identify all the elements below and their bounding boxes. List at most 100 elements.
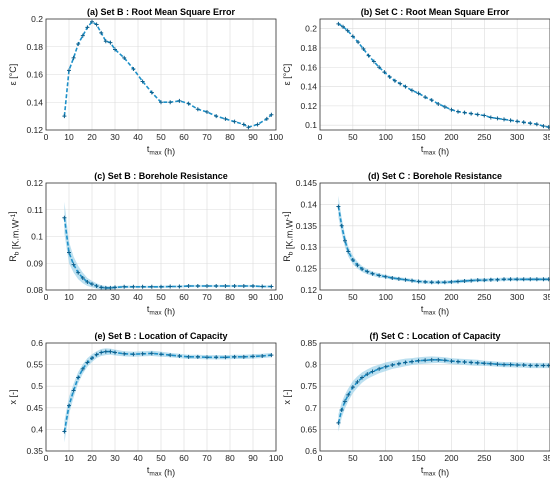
data-point: [131, 66, 136, 71]
data-point: [350, 34, 355, 39]
data-point: [67, 250, 71, 255]
data-point: [416, 279, 421, 284]
data-point: [482, 278, 487, 283]
data-point: [260, 284, 265, 289]
ylabel-sub: b: [288, 251, 295, 255]
data-point: [475, 278, 480, 283]
data-point: [410, 88, 414, 93]
data-point: [159, 284, 163, 289]
xlabel-sub: max: [149, 150, 162, 157]
x-tick-label: 40: [133, 292, 143, 302]
xlabel-main: t: [421, 304, 424, 314]
data-point: [62, 429, 67, 434]
data-point: [546, 363, 550, 368]
x-axis-label: tmax (h): [421, 304, 449, 317]
data-point: [462, 110, 467, 115]
data-point: [339, 223, 344, 228]
data-point: [205, 283, 209, 288]
data-point: [390, 276, 395, 281]
data-point: [456, 279, 460, 284]
x-tick-label: 150: [411, 132, 425, 142]
data-point: [410, 359, 414, 364]
data-point: [370, 271, 375, 276]
x-tick-label: 350: [543, 292, 550, 302]
data-point: [94, 352, 99, 357]
y-tick-label: 0.16: [26, 70, 43, 80]
data-point: [515, 119, 520, 124]
data-point: [108, 349, 113, 354]
ylabel-main: R: [282, 255, 292, 262]
data-point: [342, 399, 347, 404]
y-tick-label: 0.45: [26, 403, 43, 413]
x-tick-label: 50: [156, 132, 166, 142]
xlabel-main: t: [147, 465, 150, 475]
ylabel-sub: b: [14, 251, 21, 255]
data-point: [149, 284, 154, 289]
y-tick-label: 0.16: [300, 62, 317, 72]
data-point: [251, 283, 255, 288]
data-point: [360, 375, 365, 380]
data-point: [251, 354, 255, 359]
data-point: [360, 267, 365, 272]
data-point: [521, 120, 526, 125]
data-point: [341, 24, 345, 29]
data-point: [269, 112, 274, 117]
x-tick-label: 300: [510, 292, 524, 302]
data-point: [475, 112, 480, 117]
panel-title: (f) Set C : Location of Capacity: [369, 331, 500, 341]
data-point: [339, 407, 344, 412]
data-point: [350, 258, 355, 263]
ylabel-end: ]: [7, 211, 17, 214]
data-point: [508, 118, 513, 123]
data-point: [442, 358, 447, 363]
data-point: [336, 420, 341, 425]
data-point: [168, 284, 173, 289]
data-point: [508, 362, 513, 367]
y-tick-label: 0.125: [296, 264, 318, 274]
data-point: [99, 350, 104, 355]
data-point: [469, 111, 474, 116]
data-point: [361, 46, 366, 51]
y-tick-label: 0.2: [305, 24, 317, 34]
data-point: [365, 372, 370, 377]
data-point: [241, 283, 246, 288]
axes-frame: [319, 342, 550, 452]
panel-0: 0 10 20 30 40 50 60 70 80 90 100 0.12 0.14 0.16 0.18 0.…: [8, 7, 283, 157]
data-point: [195, 107, 200, 112]
data-point: [90, 282, 94, 287]
data-point: [108, 285, 113, 290]
x-tick-label: 200: [444, 132, 458, 142]
x-tick-label: 10: [64, 453, 74, 463]
data-point: [541, 124, 546, 129]
data-point: [528, 363, 533, 368]
x-tick-label: 50: [156, 292, 166, 302]
confidence-band: [64, 201, 272, 290]
data-point: [534, 363, 539, 368]
ylabel-main: x [-]: [8, 390, 18, 405]
x-tick-label: 0: [318, 292, 323, 302]
x-tick-label: 100: [379, 453, 393, 463]
data-point: [140, 284, 145, 289]
x-tick-label: 20: [87, 132, 97, 142]
data-point: [177, 353, 182, 358]
y-tick-label: 0.7: [305, 403, 317, 413]
data-point: [429, 357, 434, 362]
data-point: [67, 68, 71, 73]
data-point: [214, 283, 219, 288]
data-point: [85, 279, 90, 284]
axes-frame: [319, 182, 550, 291]
x-tick-label: 10: [64, 132, 74, 142]
data-point: [371, 59, 376, 64]
y-axis-label: x [-]: [282, 390, 292, 405]
x-axis-label: tmax (h): [147, 465, 175, 478]
data-point: [469, 360, 474, 365]
y-axis-label: ε [°C]: [282, 64, 292, 86]
x-tick-label: 70: [202, 453, 212, 463]
x-tick-label: 350: [543, 132, 550, 142]
y-tick-label: 0.65: [300, 424, 317, 434]
data-point: [149, 351, 154, 356]
xlabel-rest: (h): [436, 147, 450, 157]
x-tick-label: 350: [543, 453, 550, 463]
data-point: [90, 356, 94, 361]
data-point: [214, 114, 219, 119]
